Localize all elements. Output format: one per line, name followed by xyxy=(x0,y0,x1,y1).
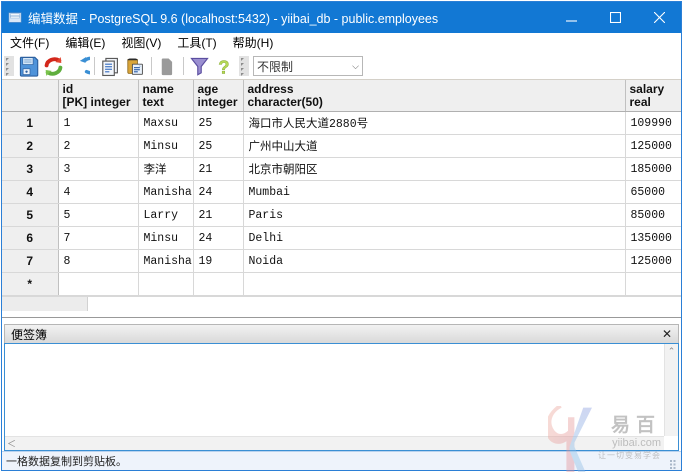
svg-text:?: ? xyxy=(218,56,229,77)
